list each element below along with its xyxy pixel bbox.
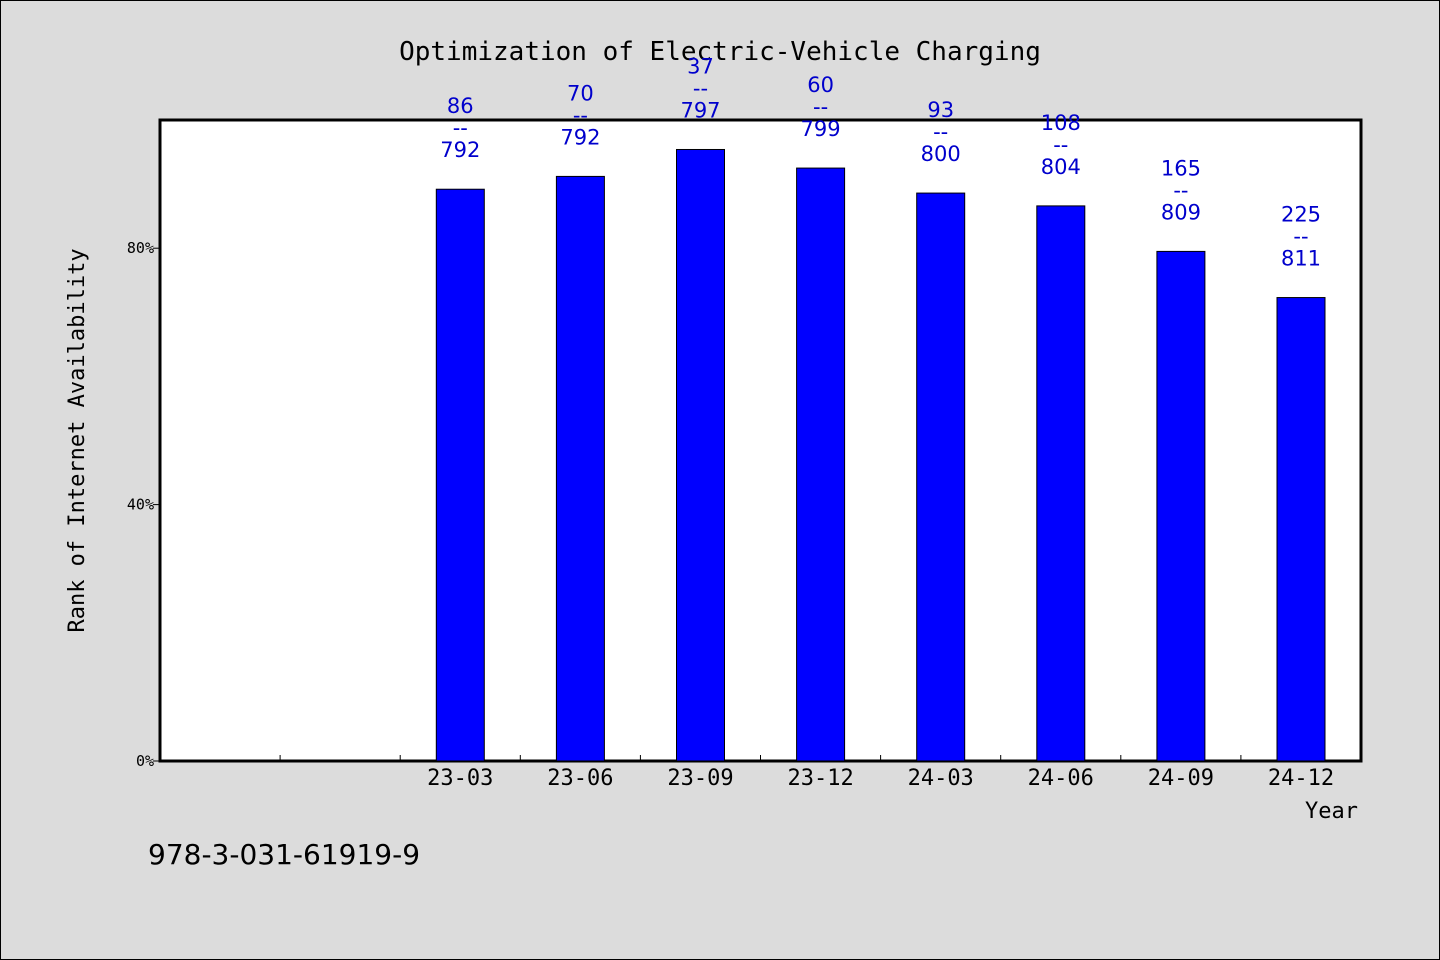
data-label: 809 <box>1161 200 1201 224</box>
y-tick-label: 80% <box>127 239 154 257</box>
data-label: -- <box>933 120 948 144</box>
data-label: 811 <box>1281 247 1321 271</box>
data-label: 37 <box>687 54 714 78</box>
bar <box>1036 205 1086 762</box>
data-label: 804 <box>1041 155 1081 179</box>
data-label: -- <box>1053 133 1068 157</box>
data-label: 792 <box>560 125 600 149</box>
data-label: 792 <box>440 138 480 162</box>
data-label: 108 <box>1041 111 1081 135</box>
data-label: 60 <box>807 73 834 97</box>
bar <box>555 175 605 762</box>
x-tick-label: 24-03 <box>908 766 974 791</box>
bar <box>796 167 846 762</box>
x-axis-label: Year <box>1305 799 1358 824</box>
data-label: -- <box>813 95 828 119</box>
bar <box>676 148 725 762</box>
x-tick-label: 24-06 <box>1028 766 1094 791</box>
data-label: 86 <box>447 94 474 118</box>
data-label: 93 <box>927 98 954 122</box>
bar <box>1156 250 1206 762</box>
bar <box>1276 297 1326 762</box>
data-label: -- <box>453 116 468 140</box>
y-axis: 0% 40% 80% <box>127 239 160 770</box>
data-label: 165 <box>1161 156 1201 180</box>
x-tick-label: 23-03 <box>427 766 493 791</box>
data-label: 70 <box>567 81 594 105</box>
data-label: 797 <box>680 98 720 122</box>
data-label: -- <box>693 76 708 100</box>
y-axis-label: Rank of Internet Availability <box>65 248 90 632</box>
data-label: -- <box>573 103 588 127</box>
data-label: 799 <box>801 117 841 141</box>
data-label: -- <box>1293 225 1308 249</box>
data-label: 800 <box>921 142 961 166</box>
data-label: -- <box>1173 178 1188 202</box>
x-tick-label: 24-09 <box>1148 766 1214 791</box>
data-label: 225 <box>1281 203 1321 227</box>
x-tick-label: 23-09 <box>667 766 733 791</box>
chart-title: Optimization of Electric-Vehicle Chargin… <box>399 37 1041 67</box>
footer-identifier: 978-3-031-61919-9 <box>148 838 420 871</box>
data-labels-layer: 86--79270--79237--79760--79993--800108--… <box>440 54 1321 270</box>
y-tick-label: 40% <box>127 496 154 514</box>
x-axis: 23-03 23-06 23-09 23-12 24-03 24-06 24-09 24-12 <box>279 755 1334 791</box>
x-tick-label: 23-12 <box>787 766 853 791</box>
bar <box>916 192 966 762</box>
x-tick-label: 24-12 <box>1268 766 1334 791</box>
bar <box>435 188 485 762</box>
y-tick-label: 0% <box>136 752 154 770</box>
bars-layer <box>435 148 1326 762</box>
x-tick-label: 23-06 <box>547 766 613 791</box>
